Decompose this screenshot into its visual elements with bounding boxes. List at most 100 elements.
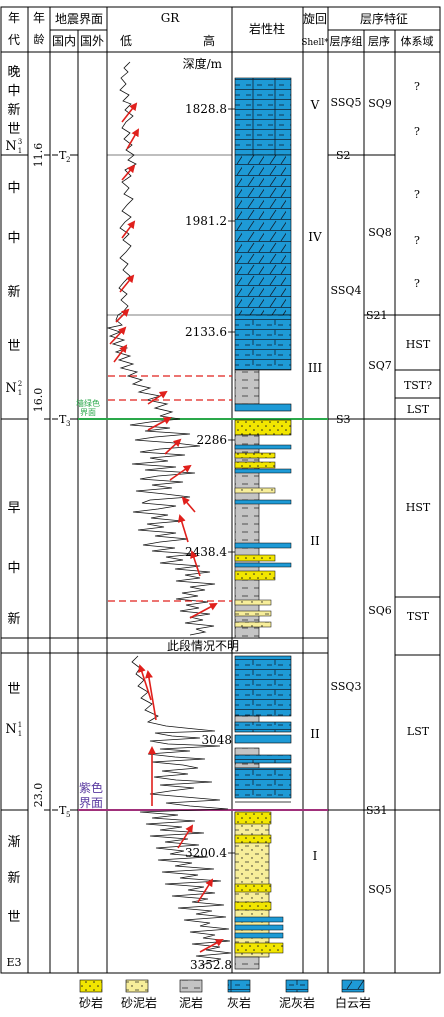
gr-log xyxy=(106,61,232,967)
header-age-era-2: 代 xyxy=(8,33,20,47)
tract-tst: TST xyxy=(407,610,430,623)
age-16-0: 16.0 xyxy=(32,388,45,413)
boundary-s2: S2 xyxy=(336,149,351,162)
cycle-ii-lower: II xyxy=(310,727,320,741)
header-sequence-features: 层序特征 xyxy=(360,11,408,26)
header-sequence-group: 层序组 xyxy=(330,34,363,48)
tract-q-3: ? xyxy=(414,188,420,201)
ssq5: SSQ5 xyxy=(331,96,362,109)
era-mid-4: 世 xyxy=(7,339,20,354)
era-mid-sub: 1 xyxy=(18,389,22,397)
era-late-4: 世 xyxy=(7,122,20,137)
purple-marker-label-2: 界面 xyxy=(79,796,103,810)
boundary-s3: S3 xyxy=(336,413,351,426)
era-late-1: 晚 xyxy=(7,65,20,80)
purple-marker-label-1: 紫色 xyxy=(79,781,103,795)
era-mid-2: 中 xyxy=(7,231,20,246)
era-mid-1: 中 xyxy=(7,181,20,196)
legend-label-sandstone: 砂岩 xyxy=(79,995,103,1010)
era-early-sup: 1 xyxy=(18,721,22,729)
age-11-6: 11.6 xyxy=(32,143,45,168)
boundary-s21: S21 xyxy=(366,309,388,322)
legend-label-marl: 泥灰岩 xyxy=(279,995,315,1010)
ssq4: SSQ4 xyxy=(331,284,362,297)
sq7: SQ7 xyxy=(368,359,392,372)
header-sequence: 层序 xyxy=(368,34,390,48)
legend-swatch-sandy-mudstone xyxy=(125,979,149,993)
green-marker-label-2: 界面 xyxy=(80,408,96,417)
legend-swatch-limestone xyxy=(227,979,251,993)
boundary-s31: S31 xyxy=(366,804,388,817)
tract-lst-lower: LST xyxy=(407,725,430,738)
red-dashed-lines xyxy=(108,375,232,602)
depth-2438-4: 2438.4 xyxy=(185,545,227,559)
era-late-sub: 1 xyxy=(18,147,22,155)
header-cycle: 旋回 xyxy=(303,12,327,26)
era-late-2: 中 xyxy=(7,84,20,99)
tract-q-5: ? xyxy=(414,277,420,290)
gr-curve-middle xyxy=(129,418,216,636)
depth-labels: 1828.8 1981.2 2133.6 2286 2438.4 3048 32… xyxy=(185,102,232,972)
legend-swatch-mudstone xyxy=(179,979,203,993)
era-oligo-2: 新 xyxy=(7,870,20,886)
gap-note: 此段情况不明 xyxy=(167,638,239,653)
era-mid-3: 新 xyxy=(7,284,20,300)
depth-title: 深度/m xyxy=(183,56,223,71)
sequence-groups: SSQ5 SSQ4 SSQ3 xyxy=(331,96,362,693)
sq6: SQ6 xyxy=(368,604,392,617)
cycle-v: V xyxy=(310,98,320,112)
depth-3200-4: 3200.4 xyxy=(185,846,227,860)
gr-curve-upper xyxy=(106,61,181,420)
legend-swatch-sandstone xyxy=(79,979,103,993)
tract-q-1: ? xyxy=(414,80,420,93)
tract-q-4: ? xyxy=(414,234,420,247)
header-gr-low: 低 xyxy=(120,34,132,48)
legend-label-dolomite: 白云岩 xyxy=(335,995,371,1010)
header-litho: 岩性柱 xyxy=(249,21,285,36)
boundary-labels: S2 S21 S3 S31 xyxy=(328,149,395,817)
legend-swatch-dolomite xyxy=(341,979,365,993)
legend-label-mudstone: 泥岩 xyxy=(179,995,203,1010)
header-seismic-domestic: 国内 xyxy=(52,34,76,48)
cycle-iv: IV xyxy=(308,230,322,244)
tract-hst-lower: HST xyxy=(406,501,431,514)
depth-3352-8: 3352.8 xyxy=(190,958,232,972)
era-early-1: 早 xyxy=(7,501,20,516)
sq9: SQ9 xyxy=(368,97,392,110)
era-late-code: N xyxy=(5,139,16,154)
seismic-t2-sub: 2 xyxy=(66,156,70,164)
legend-label-sandy-mudstone: 砂泥岩 xyxy=(121,995,157,1010)
era-late-3: 新 xyxy=(7,102,20,118)
trend-arrows xyxy=(109,102,224,953)
lithology-column xyxy=(234,77,292,970)
header-seismic: 地震界面 xyxy=(55,12,103,26)
era-oligo-1: 渐 xyxy=(7,835,20,850)
depth-2133-6: 2133.6 xyxy=(185,325,227,339)
age-23-0: 23.0 xyxy=(32,783,45,808)
era-late-sup: 3 xyxy=(18,138,22,146)
gr-curve-lower xyxy=(131,655,232,967)
sq5: SQ5 xyxy=(368,883,392,896)
age-labels: 11.6 16.0 23.0 xyxy=(32,143,45,808)
header-age-ma-1: 年 xyxy=(33,11,45,25)
depth-2286: 2286 xyxy=(196,433,227,447)
legend: 砂岩 砂泥岩 泥岩 灰岩 泥灰岩 白云岩 xyxy=(79,979,371,1010)
tract-q-2: ? xyxy=(414,125,420,138)
cycle-labels: V IV III II II I xyxy=(308,98,322,863)
era-oligo-3: 世 xyxy=(7,910,20,925)
cycle-i: I xyxy=(313,849,318,863)
cycle-iii: III xyxy=(308,361,322,375)
seismic-t3-sub: 3 xyxy=(66,420,70,428)
table-frame xyxy=(0,6,441,974)
depth-1981-2: 1981.2 xyxy=(185,214,227,228)
tract-tst-q: TST? xyxy=(404,379,432,392)
legend-swatch-marl xyxy=(285,979,309,993)
seismic-t5-sub: 5 xyxy=(66,811,70,819)
tract-hst-upper: HST xyxy=(406,338,431,351)
header-cycle-en: Shell* xyxy=(301,38,329,48)
era-early-sub: 1 xyxy=(18,730,22,738)
tract-lst-upper: LST xyxy=(407,403,430,416)
seismic-t2-code: T xyxy=(59,149,67,162)
header-age-ma-2: 龄 xyxy=(34,32,45,46)
